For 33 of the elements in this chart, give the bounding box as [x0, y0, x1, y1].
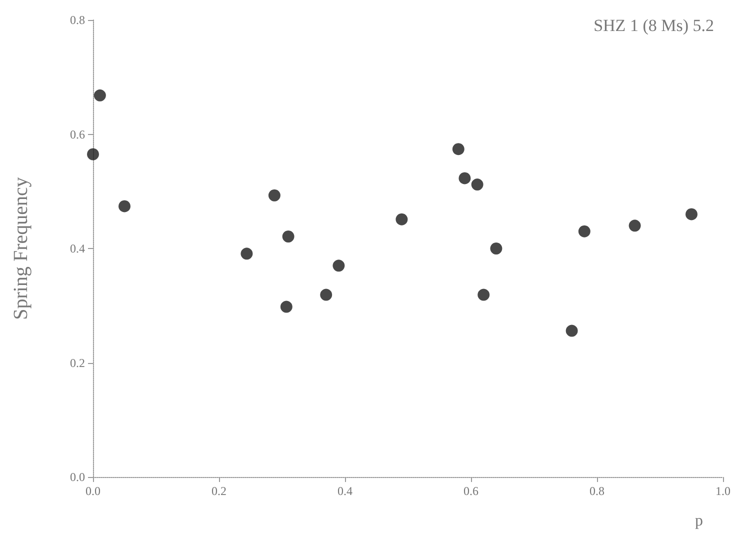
point: [320, 288, 332, 301]
x-tick-label: 0.0: [86, 484, 100, 498]
point: [471, 178, 484, 191]
y-tick-label: 0.4: [70, 242, 85, 256]
point: [118, 200, 130, 212]
point: [268, 189, 280, 202]
chart-title: SHZ 1 (8 Ms) 5.2: [594, 16, 714, 35]
y-tick-label: 0.0: [70, 470, 85, 484]
y-tick-label: 0.6: [70, 127, 85, 142]
x-tick-label: 0.8: [590, 484, 604, 498]
point: [332, 260, 345, 272]
point: [87, 148, 99, 160]
point: [686, 208, 698, 220]
point: [396, 213, 408, 226]
x-tick-label: 0.2: [212, 484, 226, 498]
point: [282, 230, 294, 242]
point: [578, 225, 590, 238]
point: [240, 248, 253, 260]
point: [280, 300, 292, 313]
point: [458, 172, 471, 184]
point: [452, 143, 464, 156]
point: [566, 324, 578, 337]
point: [94, 89, 106, 102]
point: [628, 220, 641, 232]
y-tick-label: 0.2: [70, 356, 85, 370]
x-tick-label: 0.4: [338, 484, 352, 498]
y-tick-label: 0.8: [70, 13, 85, 27]
y-axis-title: Spring Frequency: [10, 177, 32, 320]
point: [490, 242, 502, 254]
point: [478, 288, 490, 301]
x-tick-label: 1.0: [716, 484, 730, 498]
x-tick-label: 0.6: [464, 484, 478, 498]
x-axis-title: p: [695, 512, 703, 530]
